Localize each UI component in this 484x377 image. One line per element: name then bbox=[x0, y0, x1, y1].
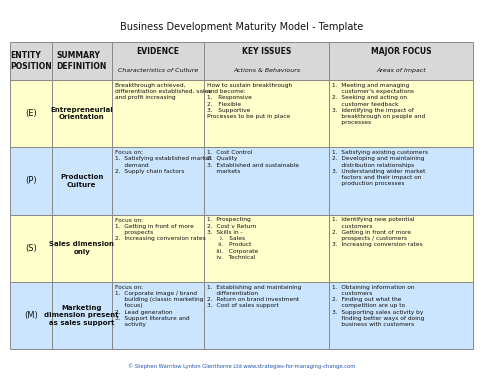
Text: SUMMARY
DEFINITION: SUMMARY DEFINITION bbox=[57, 51, 107, 71]
Text: KEY ISSUES: KEY ISSUES bbox=[242, 47, 291, 56]
Text: 1.  Meeting and managing
     customer's expectations
2.  Seeking and acting on
: 1. Meeting and managing customer's expec… bbox=[332, 83, 425, 125]
Bar bbox=[112, 282, 204, 349]
Text: EVIDENCE: EVIDENCE bbox=[136, 47, 179, 56]
Text: (M): (M) bbox=[24, 311, 38, 320]
Bar bbox=[10, 147, 52, 215]
Bar bbox=[204, 282, 329, 349]
Bar bbox=[10, 282, 52, 349]
Text: Sales dimension
only: Sales dimension only bbox=[49, 241, 114, 255]
Text: Marketing
dimension present
as sales support: Marketing dimension present as sales sup… bbox=[45, 305, 119, 326]
Text: Characteristics of Culture: Characteristics of Culture bbox=[118, 68, 198, 73]
Text: (P): (P) bbox=[25, 176, 37, 185]
Text: Breakthrough achieved,
differentiation established, sales
and profit increasing: Breakthrough achieved, differentiation e… bbox=[115, 83, 211, 100]
Text: (E): (E) bbox=[25, 109, 37, 118]
Text: How to sustain breakthrough
and become:
1.   Responsive
2.   Flexible
3.   Suppo: How to sustain breakthrough and become: … bbox=[207, 83, 292, 119]
Bar bbox=[204, 80, 329, 147]
Bar bbox=[10, 80, 52, 147]
Text: Production
Culture: Production Culture bbox=[60, 174, 103, 188]
Bar bbox=[112, 147, 204, 215]
Text: Focus on:
1.  Satisfying established market
     demand
2.  Supply chain factors: Focus on: 1. Satisfying established mark… bbox=[115, 150, 211, 174]
Text: © Stephen Warrilow Lynton Glenthorne Ltd www.strategies-for-managing-change.com: © Stephen Warrilow Lynton Glenthorne Ltd… bbox=[128, 363, 355, 369]
Text: 1.  Identifying new potential
     customers
2.  Getting in front of more
     p: 1. Identifying new potential customers 2… bbox=[332, 218, 423, 247]
Text: MAJOR FOCUS: MAJOR FOCUS bbox=[370, 47, 431, 56]
Bar bbox=[329, 282, 472, 349]
Bar bbox=[204, 42, 329, 80]
Bar bbox=[52, 215, 112, 282]
Text: 1.  Establishing and maintaining
     differentiation
2.  Return on brand invest: 1. Establishing and maintaining differen… bbox=[207, 285, 301, 308]
Bar bbox=[52, 282, 112, 349]
Bar bbox=[329, 42, 472, 80]
Text: 1.  Satisfying existing customers
2.  Developing and maintaining
     distributi: 1. Satisfying existing customers 2. Deve… bbox=[332, 150, 427, 186]
Bar bbox=[329, 147, 472, 215]
Bar bbox=[204, 147, 329, 215]
Bar bbox=[204, 215, 329, 282]
Text: Focus on:
1.  Getting in front of more
     prospects
2.  Increasing conversion : Focus on: 1. Getting in front of more pr… bbox=[115, 218, 205, 241]
Text: Business Development Maturity Model - Template: Business Development Maturity Model - Te… bbox=[120, 22, 363, 32]
Text: ENTITY
POSITION: ENTITY POSITION bbox=[10, 51, 52, 71]
Bar bbox=[10, 42, 52, 80]
Bar bbox=[112, 80, 204, 147]
Text: 1.  Cost Control
2.  Quality
3.  Established and sustainable
     markets: 1. Cost Control 2. Quality 3. Establishe… bbox=[207, 150, 299, 174]
Text: Entrepreneurial
Orientation: Entrepreneurial Orientation bbox=[50, 107, 113, 120]
Text: Actions & Behaviours: Actions & Behaviours bbox=[233, 68, 300, 73]
Text: 1.  Obtaining information on
     customers
2.  Finding out what the
     compet: 1. Obtaining information on customers 2.… bbox=[332, 285, 424, 327]
Bar bbox=[52, 80, 112, 147]
Bar bbox=[112, 42, 204, 80]
Text: Focus on:
1.  Corporate image / brand
     building (classic marketing
     focu: Focus on: 1. Corporate image / brand bui… bbox=[115, 285, 203, 327]
Text: (S): (S) bbox=[25, 244, 37, 253]
Text: 1.  Prospecting
2.  Cost v Return
3.  Skills in -
       i.   Sales
      ii.   : 1. Prospecting 2. Cost v Return 3. Skill… bbox=[207, 218, 258, 260]
Bar bbox=[329, 215, 472, 282]
Bar bbox=[329, 80, 472, 147]
Text: Areas of Impact: Areas of Impact bbox=[376, 68, 425, 73]
Bar bbox=[10, 215, 52, 282]
Bar bbox=[112, 215, 204, 282]
Bar bbox=[52, 42, 112, 80]
Bar bbox=[52, 147, 112, 215]
